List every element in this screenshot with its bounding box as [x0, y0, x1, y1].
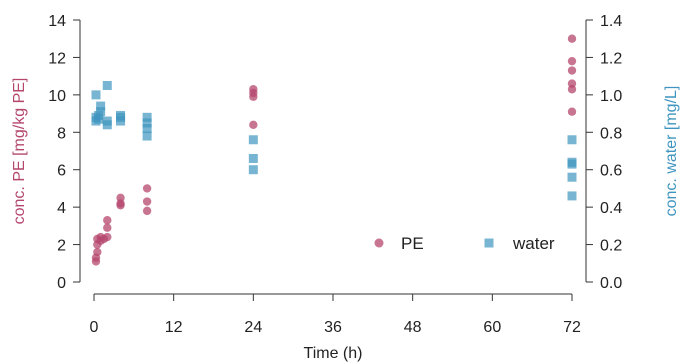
right-y-tick-label: 0.2 — [600, 238, 622, 255]
pe-data-point — [567, 107, 577, 116]
left-y-tick-label: 2 — [57, 238, 66, 255]
pe-data-point — [567, 56, 577, 66]
x-tick-label: 36 — [324, 319, 342, 336]
water-data-point — [567, 191, 577, 201]
pe-data-point — [567, 66, 577, 75]
legend-pe-marker — [374, 238, 384, 248]
x-tick-label: 60 — [483, 319, 501, 336]
pe-data-point — [567, 79, 577, 88]
water-data-point — [567, 135, 577, 145]
water-data-point — [248, 135, 258, 145]
pe-data-point — [142, 197, 152, 206]
left-y-tick-label: 4 — [57, 200, 66, 217]
x-tick-label: 72 — [563, 319, 581, 336]
legend-water-marker — [484, 238, 494, 248]
right-y-tick-label: 0.0 — [600, 275, 622, 292]
water-data-point — [96, 107, 106, 117]
water-data-point — [567, 157, 577, 167]
water-data-point — [248, 165, 258, 175]
pe-data-point — [142, 184, 152, 193]
right-y-axis-title: conc. water [mg/L] — [663, 86, 680, 217]
left-y-tick-label: 12 — [48, 50, 66, 67]
left-y-tick-label: 0 — [57, 275, 66, 292]
water-data-point — [96, 101, 106, 111]
left-y-tick-label: 6 — [57, 163, 66, 180]
right-y-tick-label: 1.4 — [600, 13, 622, 30]
x-tick-label: 48 — [404, 319, 422, 336]
water-data-point — [102, 116, 112, 126]
pe-data-point — [103, 216, 112, 225]
legend-pe-label: PE — [401, 234, 424, 253]
left-y-axis-title: conc. PE [mg/kg PE] — [11, 78, 28, 225]
x-tick-label: 12 — [165, 319, 183, 336]
left-y-tick-label: 8 — [57, 125, 66, 142]
right-y-tick-label: 0.8 — [600, 125, 622, 142]
x-axis-title: Time (h) — [304, 345, 363, 362]
water-data-point — [142, 118, 152, 128]
water-data-point — [142, 112, 152, 122]
pe-data-point — [142, 206, 152, 216]
pe-data-point — [93, 247, 102, 257]
right-y-tick-label: 0.6 — [600, 163, 622, 180]
water-data-point — [567, 172, 577, 182]
right-y-tick-label: 0.4 — [600, 200, 622, 217]
pe-data-point — [249, 85, 258, 94]
left-y-tick-label: 14 — [48, 13, 66, 30]
left-y-tick-label: 10 — [48, 88, 66, 105]
water-data-point — [142, 124, 152, 134]
x-tick-label: 0 — [90, 319, 99, 336]
right-y-tick-label: 1.2 — [600, 50, 622, 67]
pe-data-point — [249, 120, 258, 129]
water-data-point — [116, 110, 126, 120]
water-data-point — [91, 90, 101, 100]
pe-data-point — [103, 223, 112, 232]
legend-water-label: water — [512, 234, 555, 253]
water-data-point — [102, 81, 112, 90]
pe-data-point — [116, 193, 125, 202]
right-y-tick-label: 1.0 — [600, 88, 622, 105]
water-data-point — [248, 153, 258, 163]
legend: PE water — [374, 234, 555, 253]
x-tick-label: 24 — [244, 319, 262, 336]
pe-data-point — [103, 232, 112, 242]
pe-data-point — [567, 34, 577, 43]
water-data-point — [142, 131, 152, 141]
